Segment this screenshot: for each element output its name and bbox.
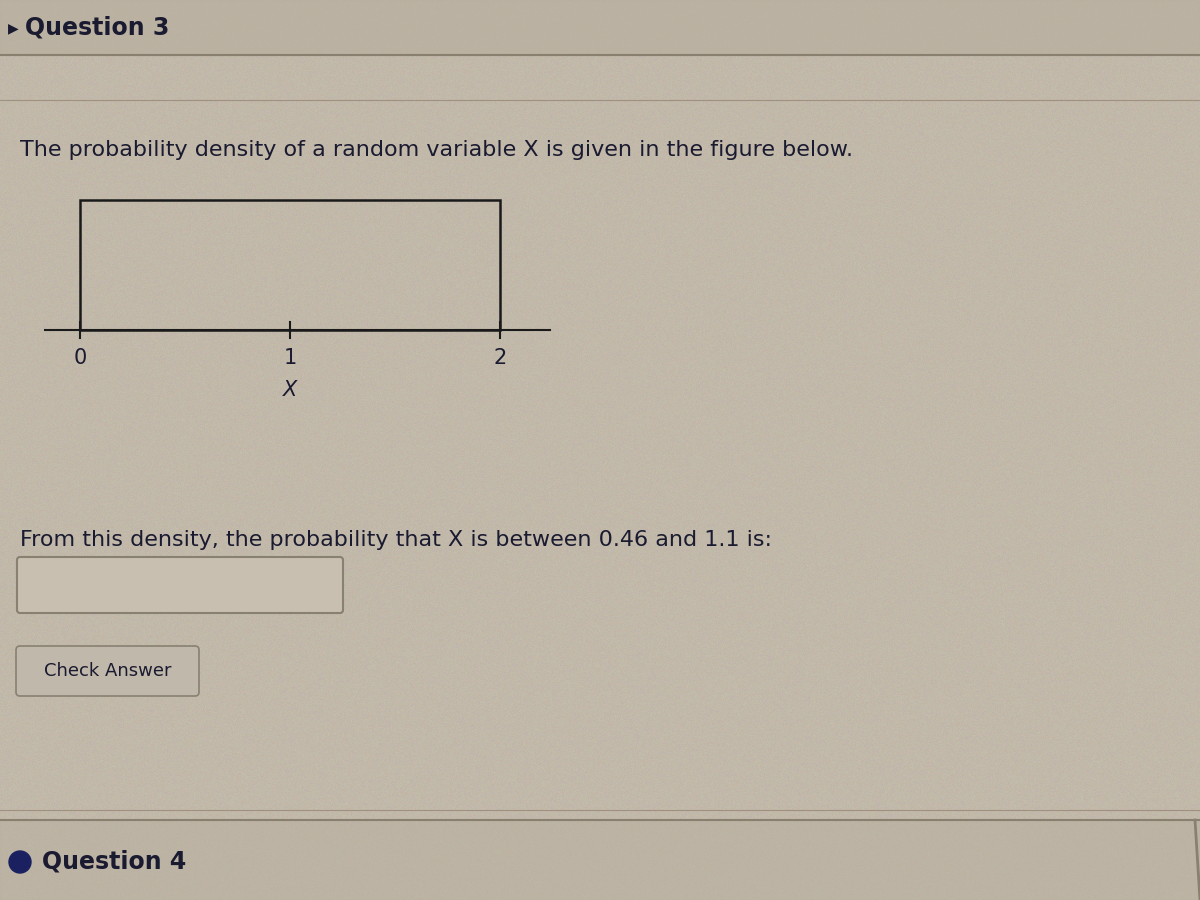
Bar bbox=[0, 0, 1200, 55]
Circle shape bbox=[10, 851, 31, 873]
Text: 0: 0 bbox=[73, 348, 86, 368]
Bar bbox=[80, 200, 500, 330]
Text: 1: 1 bbox=[283, 348, 296, 368]
Text: From this density, the probability that X is between 0.46 and 1.1 is:: From this density, the probability that … bbox=[20, 530, 772, 550]
Text: ▶: ▶ bbox=[8, 21, 19, 35]
Text: Check Answer: Check Answer bbox=[43, 662, 172, 680]
Text: Question 4: Question 4 bbox=[42, 850, 186, 874]
Text: Question 3: Question 3 bbox=[25, 16, 169, 40]
Text: X: X bbox=[283, 380, 298, 400]
FancyBboxPatch shape bbox=[17, 557, 343, 613]
Bar bbox=[0, 820, 1200, 900]
FancyBboxPatch shape bbox=[16, 646, 199, 696]
Text: The probability density of a random variable X is given in the figure below.: The probability density of a random vari… bbox=[20, 140, 853, 160]
Text: 2: 2 bbox=[493, 348, 506, 368]
